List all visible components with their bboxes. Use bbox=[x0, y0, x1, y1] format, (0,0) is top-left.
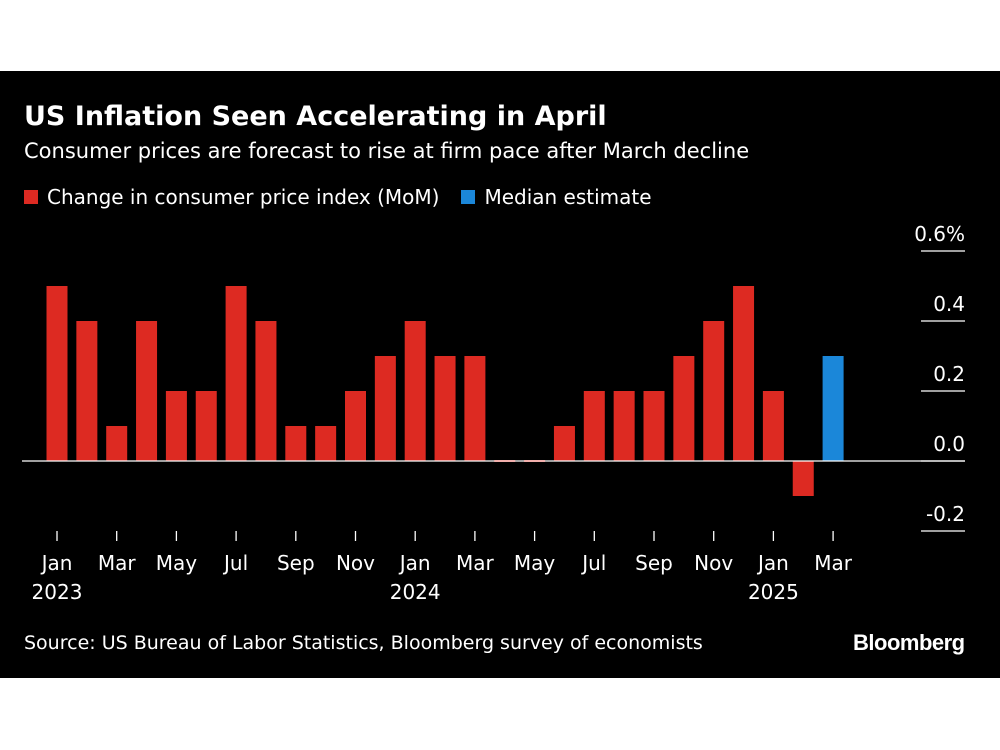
x-tick-label-month: Nov bbox=[694, 551, 733, 575]
bar-cpi bbox=[195, 391, 217, 461]
bar-cpi bbox=[553, 426, 575, 461]
x-tick-label-month: Sep bbox=[277, 551, 315, 575]
bar-cpi bbox=[434, 356, 456, 461]
bar-cpi bbox=[792, 461, 814, 496]
bar-cpi bbox=[225, 286, 247, 461]
x-tick-label-month: May bbox=[156, 551, 198, 575]
x-tick-label-month: Mar bbox=[456, 551, 495, 575]
bar-cpi bbox=[583, 391, 605, 461]
legend-swatch-cpi bbox=[24, 190, 38, 204]
y-tick-label: -0.2 bbox=[926, 502, 965, 526]
x-tick-label-month: Nov bbox=[336, 551, 375, 575]
bar-cpi bbox=[255, 321, 277, 461]
bar-cpi bbox=[106, 426, 128, 461]
legend-label-cpi: Change in consumer price index (MoM) bbox=[47, 185, 440, 209]
bar-cpi bbox=[345, 391, 366, 461]
bar-cpi bbox=[46, 286, 68, 461]
x-tick-label-year: 2025 bbox=[748, 580, 799, 604]
x-tick-label-month: Mar bbox=[814, 551, 853, 575]
y-tick-label: 0.6% bbox=[914, 222, 965, 246]
legend: Change in consumer price index (MoM) Med… bbox=[24, 185, 674, 209]
x-tick-label-month: Jan bbox=[398, 551, 431, 575]
y-tick-label: 0.4 bbox=[933, 292, 965, 316]
x-tick-label-month: Jul bbox=[222, 551, 248, 575]
legend-swatch-estimate bbox=[461, 190, 476, 204]
x-tick-label-month: Jan bbox=[756, 551, 789, 575]
bar-cpi bbox=[673, 356, 695, 461]
bar-cpi bbox=[136, 321, 158, 461]
legend-label-estimate: Median estimate bbox=[484, 185, 652, 209]
bar-median-estimate bbox=[822, 356, 844, 461]
bar-cpi bbox=[643, 391, 665, 461]
x-tick-label-month: Jan bbox=[40, 551, 73, 575]
chart-title: US Inflation Seen Accelerating in April bbox=[24, 101, 607, 132]
x-tick-label-year: 2024 bbox=[390, 580, 441, 604]
x-tick-label-month: May bbox=[514, 551, 556, 575]
bar-cpi bbox=[762, 391, 784, 461]
bar-cpi bbox=[703, 321, 725, 461]
x-tick-label-year: 2023 bbox=[32, 580, 83, 604]
y-tick-label: 0.0 bbox=[933, 432, 965, 456]
x-tick-label-month: Jul bbox=[580, 551, 606, 575]
bar-cpi bbox=[315, 426, 337, 461]
bar-cpi bbox=[733, 286, 755, 461]
bar-cpi bbox=[464, 356, 486, 461]
source-note: Source: US Bureau of Labor Statistics, B… bbox=[24, 632, 703, 654]
y-tick-label: 0.2 bbox=[933, 362, 965, 386]
bar-cpi bbox=[285, 426, 307, 461]
legend-item-estimate: Median estimate bbox=[461, 185, 652, 209]
bloomberg-logo: Bloomberg bbox=[853, 630, 965, 655]
bar-cpi bbox=[165, 391, 187, 461]
chart-subtitle: Consumer prices are forecast to rise at … bbox=[24, 139, 750, 163]
x-tick-label-month: Sep bbox=[635, 551, 673, 575]
bar-cpi bbox=[76, 321, 98, 461]
legend-item-cpi: Change in consumer price index (MoM) bbox=[24, 185, 439, 209]
bar-chart: 0.6% 0.4 0.2 0.0 -0.2 Jan 2023 Mar May Jul Sep Nov J… bbox=[22, 222, 965, 604]
bar-cpi bbox=[404, 321, 426, 461]
bar-cpi bbox=[613, 391, 635, 461]
x-tick-label-month: Mar bbox=[98, 551, 137, 575]
bar-cpi bbox=[374, 356, 396, 461]
